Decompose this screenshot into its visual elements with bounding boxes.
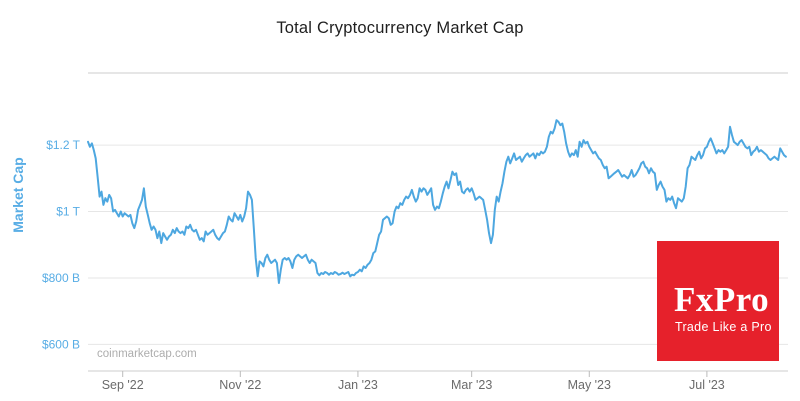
fxpro-tagline: Trade Like a Pro xyxy=(675,320,772,334)
chart-title: Total Cryptocurrency Market Cap xyxy=(276,19,524,37)
y-tick-label: $1.2 T xyxy=(46,138,80,152)
fxpro-brand-text: FxPro xyxy=(674,280,770,319)
x-tick-label: Jul '23 xyxy=(689,378,725,392)
y-tick-label: $800 B xyxy=(42,271,80,285)
x-tick-label: Sep '22 xyxy=(102,378,144,392)
y-tick-label: $1 T xyxy=(56,205,80,219)
x-tick-label: Nov '22 xyxy=(219,378,261,392)
market-cap-series-line xyxy=(87,119,787,284)
x-tick-label: Jan '23 xyxy=(338,378,378,392)
fxpro-logo: FxPro Trade Like a Pro xyxy=(657,241,779,361)
y-tick-label: $600 B xyxy=(42,337,80,351)
source-watermark: coinmarketcap.com xyxy=(97,348,197,360)
x-tick-label: May '23 xyxy=(568,378,611,392)
x-tick-label: Mar '23 xyxy=(451,378,492,392)
